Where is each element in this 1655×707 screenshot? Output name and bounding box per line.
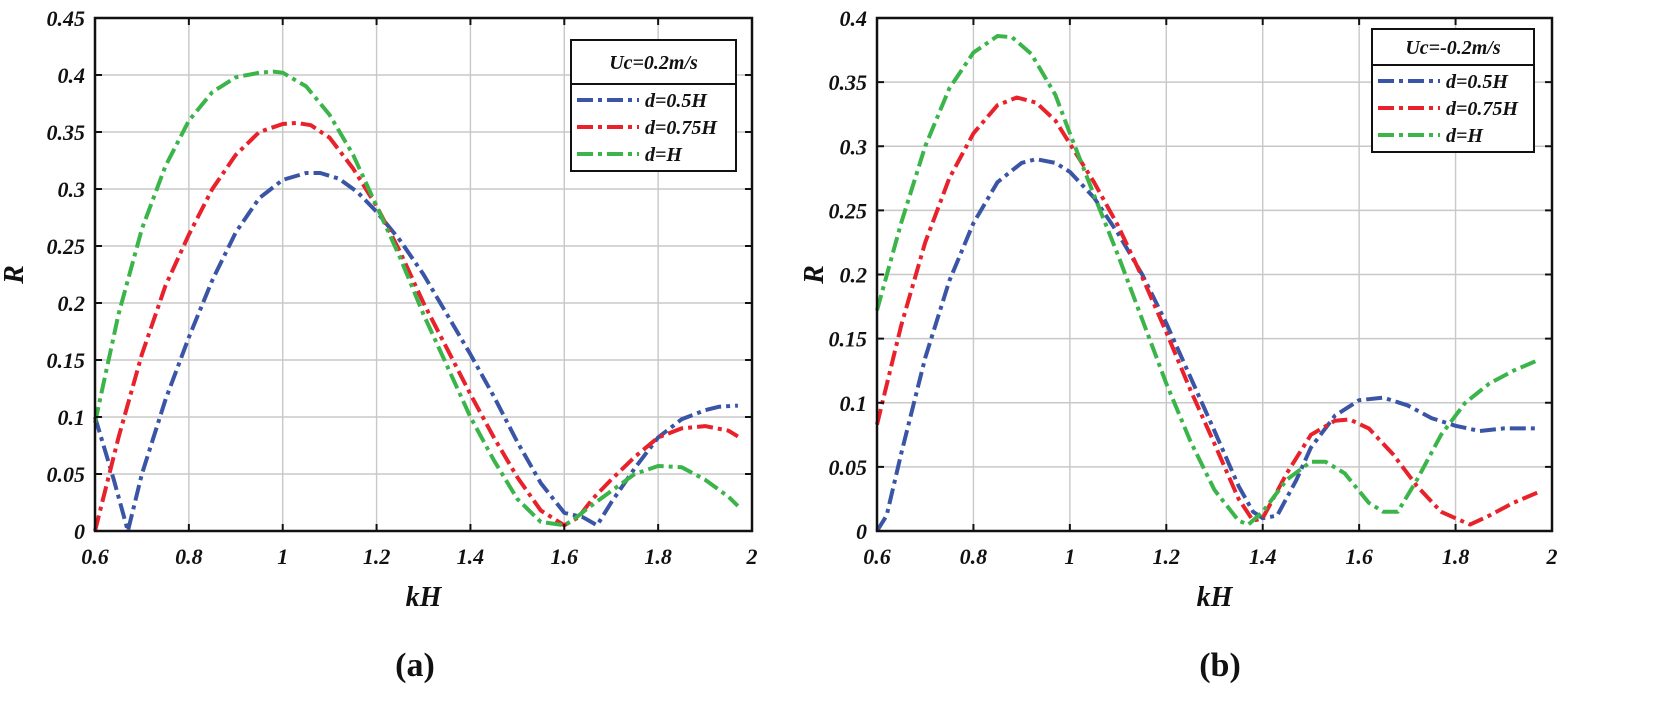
- x-tick-label: 0.8: [960, 544, 988, 569]
- y-tick-label: 0.15: [47, 348, 86, 373]
- y-tick-label: 0.3: [58, 177, 86, 202]
- y-tick-label: 0.35: [47, 120, 86, 145]
- x-tick-label: 0.8: [175, 544, 203, 569]
- x-tick-label: 0.6: [81, 544, 109, 569]
- x-tick-label: 1.6: [551, 544, 579, 569]
- legend-title: Uc=-0.2m/s: [1405, 37, 1500, 59]
- x-axis-label: kH: [406, 582, 443, 613]
- y-tick-label: 0.35: [829, 70, 868, 95]
- x-tick-label: 1: [1064, 544, 1075, 569]
- x-tick-label: 2: [1546, 544, 1558, 569]
- y-tick-label: 0: [74, 519, 85, 544]
- series-line-d-h: [93, 69, 740, 528]
- y-tick-label: 0.45: [47, 6, 86, 31]
- y-axis-label: R: [0, 265, 30, 285]
- y-tick-label: 0.25: [829, 198, 868, 223]
- y-tick-label: 0.3: [840, 134, 868, 159]
- legend-box: [570, 39, 737, 172]
- x-tick-label: 1.6: [1345, 544, 1373, 569]
- y-axis-label: R: [799, 265, 830, 285]
- x-tick-label: 1.2: [1153, 544, 1181, 569]
- legend-entry-label: d=0.5H: [1446, 71, 1509, 93]
- x-tick-label: 1.4: [457, 544, 485, 569]
- legend-entry-label: d=H: [645, 144, 683, 166]
- panel-label: (a): [395, 647, 435, 684]
- panel-label: (b): [1199, 647, 1241, 684]
- legend: Uc=0.2m/s d=0.5H d=0.75H d=H: [570, 39, 737, 172]
- chart-panel-a: 0.6 0.8 1 1.2 1.4 1.6 1.8 2 0 0.05 0.1 0.15 0.2 0.25 0…: [0, 6, 758, 684]
- y-tick-label: 0.1: [840, 391, 868, 416]
- y-tick-label: 0.2: [58, 291, 86, 316]
- x-tick-label: 1.2: [363, 544, 391, 569]
- series-line-d-0-5h: [93, 171, 739, 533]
- legend-entry-label: d=H: [1446, 125, 1484, 147]
- y-tick-label: 0.05: [829, 455, 868, 480]
- y-tick-label: 0.1: [58, 405, 86, 430]
- x-tick-label: 1: [277, 544, 288, 569]
- x-tick-label: 1.8: [644, 544, 672, 569]
- y-tick-label: 0: [856, 519, 867, 544]
- y-tick-label: 0.05: [47, 462, 86, 487]
- series-line-d-0-75h: [875, 95, 1539, 527]
- chart-panel-b: 0.6 0.8 1 1.2 1.4 1.6 1.8 2 0 0.05 0.1 0.15 0.2 0.25 0…: [799, 6, 1558, 684]
- x-tick-label: 2: [746, 544, 758, 569]
- series-line-d-0-5h: [875, 157, 1538, 533]
- series-line-d-0-75h: [93, 120, 739, 532]
- legend-entry-label: d=0.5H: [645, 90, 708, 112]
- legend-entry-label: d=0.75H: [645, 117, 718, 139]
- legend-entry-label: d=0.75H: [1446, 98, 1519, 120]
- y-tick-label: 0.2: [840, 263, 868, 288]
- plot-frame: [93, 16, 754, 533]
- legend-title: Uc=0.2m/s: [609, 52, 698, 74]
- y-tick-label: 0.15: [829, 327, 868, 352]
- x-tick-label: 0.6: [863, 544, 891, 569]
- legend: Uc=-0.2m/s d=0.5H d=0.75H d=H: [1371, 28, 1535, 153]
- y-tick-label: 0.4: [58, 63, 86, 88]
- x-tick-label: 1.8: [1442, 544, 1470, 569]
- legend-box: [1371, 28, 1535, 153]
- x-tick-label: 1.4: [1249, 544, 1277, 569]
- series-line-d-h: [875, 34, 1539, 527]
- y-tick-label: 0.4: [840, 6, 868, 31]
- x-axis-label: kH: [1197, 582, 1234, 613]
- y-tick-label: 0.25: [47, 234, 86, 259]
